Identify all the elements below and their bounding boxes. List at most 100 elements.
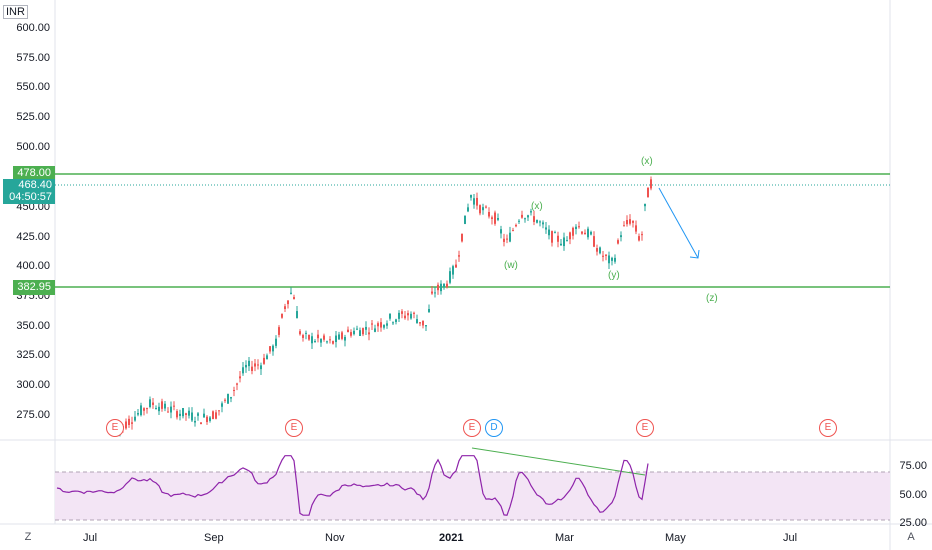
zoom-reset-button[interactable]: Z bbox=[24, 531, 32, 543]
price-tick: 350.00 bbox=[16, 320, 50, 332]
price-tick: 600.00 bbox=[16, 22, 50, 34]
candle-body bbox=[296, 311, 298, 319]
earnings-marker[interactable]: E bbox=[463, 419, 481, 437]
wave-label[interactable]: (y) bbox=[608, 270, 620, 281]
candle-body bbox=[134, 416, 136, 421]
rsi-tick: 25.00 bbox=[899, 517, 927, 529]
resistance-price-tag[interactable]: 478.00 bbox=[13, 166, 55, 181]
candle-body bbox=[647, 187, 649, 198]
candle-body bbox=[266, 355, 268, 360]
candle-body bbox=[596, 248, 598, 252]
candle-body bbox=[617, 240, 619, 244]
wave-label[interactable]: (w) bbox=[504, 260, 518, 271]
auto-scale-button[interactable]: A bbox=[907, 531, 915, 543]
candle-body bbox=[470, 195, 472, 198]
candle-body bbox=[245, 364, 247, 368]
wave-label[interactable]: (z) bbox=[706, 293, 718, 304]
candle-body bbox=[254, 363, 256, 367]
candle-body bbox=[320, 338, 322, 343]
candle-body bbox=[257, 364, 259, 366]
candle-body bbox=[359, 330, 361, 336]
candle-body bbox=[554, 232, 556, 234]
candle-body bbox=[212, 411, 214, 420]
candle-body bbox=[587, 228, 589, 238]
candle-body bbox=[344, 336, 346, 341]
candle-body bbox=[143, 408, 145, 411]
dividend-marker[interactable]: D bbox=[485, 419, 503, 437]
candle-body bbox=[491, 217, 493, 219]
price-tick: 500.00 bbox=[16, 141, 50, 153]
candle-body bbox=[590, 231, 592, 235]
price-tick: 550.00 bbox=[16, 81, 50, 93]
candle-body bbox=[575, 226, 577, 230]
candle-body bbox=[572, 227, 574, 236]
candle-body bbox=[227, 394, 229, 404]
price-tick: 575.00 bbox=[16, 52, 50, 64]
candle-body bbox=[530, 211, 532, 213]
candle-body bbox=[341, 332, 343, 339]
candle-body bbox=[584, 232, 586, 235]
candle-body bbox=[440, 283, 442, 292]
candle-body bbox=[518, 220, 520, 222]
candle-body bbox=[350, 332, 352, 336]
candle-body bbox=[629, 219, 631, 224]
candle-body bbox=[203, 413, 205, 418]
candle-body bbox=[413, 312, 415, 314]
candle-body bbox=[551, 231, 553, 243]
candle-body bbox=[521, 214, 523, 218]
candle-body bbox=[644, 203, 646, 207]
candle-body bbox=[347, 329, 349, 333]
candle-body bbox=[464, 215, 466, 224]
candle-body bbox=[182, 407, 184, 417]
wave-label[interactable]: (x) bbox=[641, 156, 653, 167]
candle-body bbox=[362, 328, 364, 335]
earnings-marker[interactable]: E bbox=[106, 419, 124, 437]
candle-body bbox=[158, 406, 160, 412]
candle-body bbox=[383, 324, 385, 328]
current-price-value: 468.40 bbox=[18, 179, 52, 191]
support-price-tag[interactable]: 382.95 bbox=[13, 280, 55, 295]
candle-body bbox=[161, 401, 163, 409]
candle-body bbox=[326, 341, 328, 343]
candle-body bbox=[533, 216, 535, 222]
candle-body bbox=[299, 331, 301, 335]
rsi-band bbox=[55, 472, 890, 520]
divergence-line[interactable] bbox=[471, 447, 646, 476]
candle-body bbox=[473, 198, 475, 205]
candle-body bbox=[185, 413, 187, 415]
candle-body bbox=[215, 412, 217, 419]
earnings-marker[interactable]: E bbox=[636, 419, 654, 437]
candle-body bbox=[233, 389, 235, 391]
candle-body bbox=[545, 227, 547, 230]
candle-body bbox=[278, 327, 280, 335]
candle-body bbox=[503, 238, 505, 242]
candle-body bbox=[368, 332, 370, 335]
candle-body bbox=[314, 341, 316, 343]
candle-body bbox=[206, 416, 208, 423]
candle-body bbox=[500, 229, 502, 234]
candle-body bbox=[173, 405, 175, 407]
candle-body bbox=[557, 235, 559, 242]
price-tick: 425.00 bbox=[16, 231, 50, 243]
candle-body bbox=[560, 243, 562, 246]
wave-label[interactable]: (x) bbox=[531, 201, 543, 212]
projection-arrow[interactable] bbox=[658, 187, 700, 259]
candle-body bbox=[455, 264, 457, 268]
candle-body bbox=[293, 297, 295, 300]
price-tick: 400.00 bbox=[16, 260, 50, 272]
candle-body bbox=[317, 334, 319, 339]
candle-body bbox=[302, 335, 304, 338]
earnings-marker[interactable]: E bbox=[819, 419, 837, 437]
time-label: Mar bbox=[555, 532, 574, 544]
candle-body bbox=[128, 418, 130, 425]
candle-body bbox=[170, 406, 172, 413]
currency-label: INR bbox=[3, 5, 28, 19]
candle-body bbox=[209, 417, 211, 421]
candle-body bbox=[371, 323, 373, 325]
candle-body bbox=[569, 232, 571, 240]
candle-body bbox=[290, 292, 292, 294]
earnings-marker[interactable]: E bbox=[285, 419, 303, 437]
candle-body bbox=[260, 365, 262, 370]
